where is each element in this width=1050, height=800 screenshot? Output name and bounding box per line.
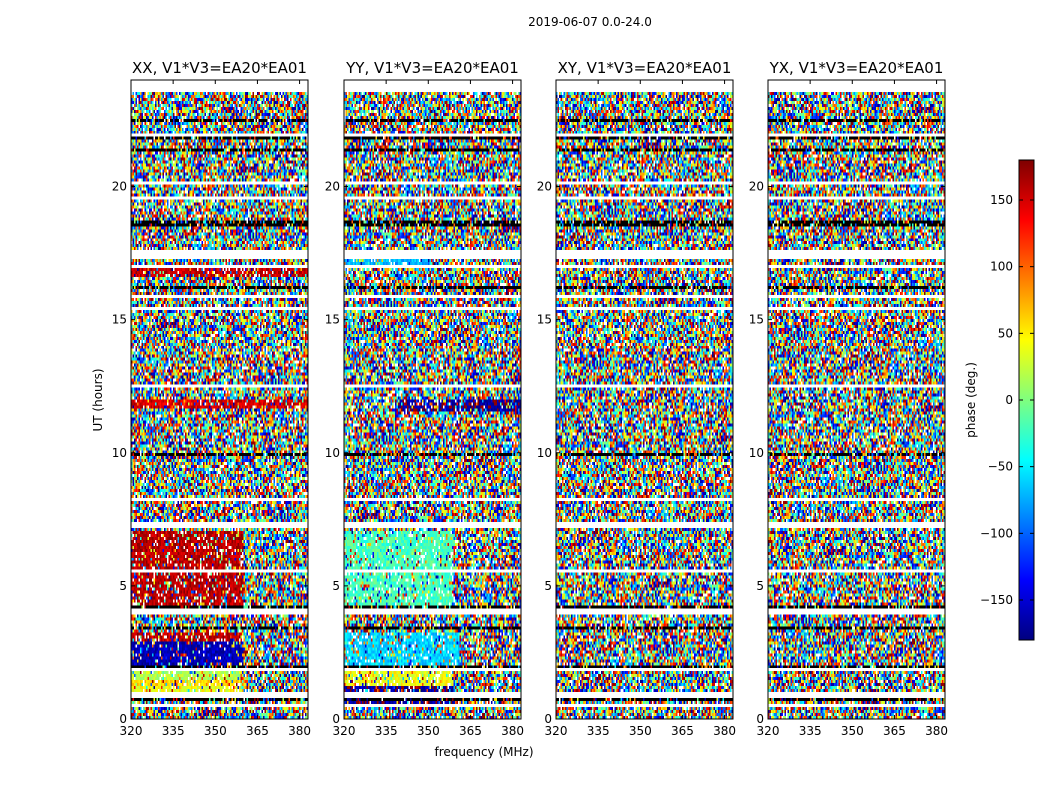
y-tick-label: 10 — [325, 446, 340, 460]
y-tick-label: 5 — [119, 579, 127, 593]
x-tick-label: 320 — [333, 724, 356, 738]
y-tick-label: 0 — [544, 712, 552, 726]
y-tick-label: 10 — [112, 446, 127, 460]
y-tick-label: 5 — [332, 579, 340, 593]
panel-3: YX, V1*V3=EA20*EA01 320 335 350 365 380 0 5 10 15… — [749, 59, 948, 738]
colorbar-tick-label: −50 — [988, 460, 1013, 474]
panel-1-heatmap — [344, 80, 521, 719]
panel-2: XY, V1*V3=EA20*EA01 320 335 350 365 380 0 5 10 15… — [537, 59, 736, 738]
y-tick-label: 15 — [749, 313, 764, 327]
panel-2-frame — [555, 79, 734, 720]
y-tick-label: 15 — [537, 313, 552, 327]
y-axis-label: UT (hours) — [91, 368, 105, 431]
x-tick-label: 350 — [841, 724, 864, 738]
x-tick-label: 335 — [162, 724, 185, 738]
x-tick-label: 335 — [587, 724, 610, 738]
panel-0-title: XX, V1*V3=EA20*EA01 — [132, 59, 307, 77]
panel-1-title: YY, V1*V3=EA20*EA01 — [345, 59, 519, 77]
panel-0-heatmap — [131, 80, 308, 719]
x-tick-label: 380 — [501, 724, 524, 738]
panel-3-frame — [767, 79, 946, 720]
y-tick-label: 15 — [112, 313, 127, 327]
x-tick-label: 350 — [204, 724, 227, 738]
x-tick-label: 365 — [459, 724, 482, 738]
x-tick-label: 320 — [120, 724, 143, 738]
y-tick-label: 0 — [119, 712, 127, 726]
panel-0-frame — [130, 79, 309, 720]
y-tick-label: 20 — [537, 180, 552, 194]
y-tick-label: 20 — [325, 180, 340, 194]
figure-title: 2019-06-07 0.0-24.0 — [528, 15, 652, 29]
colorbar-tick-label: 0 — [1005, 393, 1013, 407]
panels: XX, V1*V3=EA20*EA01 320 335 350 365 380 0 5 10 15… — [112, 59, 948, 738]
x-axis-label: frequency (MHz) — [434, 745, 533, 759]
y-tick-label: 20 — [112, 180, 127, 194]
x-tick-label: 335 — [375, 724, 398, 738]
y-tick-label: 5 — [756, 579, 764, 593]
colorbar-tick-label: 150 — [990, 193, 1013, 207]
panel-2-title: XY, V1*V3=EA20*EA01 — [558, 59, 732, 77]
x-tick-label: 380 — [713, 724, 736, 738]
colorbar: 150 100 50 0 −50 −100 −150 phase (deg.) — [964, 159, 1035, 641]
y-tick-label: 10 — [537, 446, 552, 460]
x-tick-label: 350 — [629, 724, 652, 738]
panel-2-heatmap — [556, 80, 733, 719]
y-tick-label: 15 — [325, 313, 340, 327]
x-tick-label: 335 — [799, 724, 822, 738]
y-tick-label: 0 — [756, 712, 764, 726]
panel-3-title: YX, V1*V3=EA20*EA01 — [769, 59, 944, 77]
panel-1-frame — [343, 79, 522, 720]
x-tick-label: 365 — [883, 724, 906, 738]
x-tick-label: 320 — [545, 724, 568, 738]
x-tick-label: 365 — [246, 724, 269, 738]
panel-1: YY, V1*V3=EA20*EA01 320 335 350 365 380 0 5 10 15… — [325, 59, 524, 738]
y-tick-label: 5 — [544, 579, 552, 593]
x-tick-label: 380 — [288, 724, 311, 738]
colorbar-tick-label: 50 — [998, 326, 1013, 340]
x-tick-label: 380 — [925, 724, 948, 738]
x-tick-label: 350 — [417, 724, 440, 738]
y-tick-label: 0 — [332, 712, 340, 726]
panel-3-heatmap — [768, 80, 945, 719]
x-tick-label: 365 — [671, 724, 694, 738]
colorbar-label: phase (deg.) — [964, 362, 978, 438]
x-tick-label: 320 — [757, 724, 780, 738]
y-tick-label: 10 — [749, 446, 764, 460]
y-tick-label: 20 — [749, 180, 764, 194]
colorbar-ticks: 150 100 50 0 −50 −100 −150 — [980, 193, 1034, 607]
colorbar-tick-label: −150 — [980, 593, 1013, 607]
colorbar-tick-label: −100 — [980, 526, 1013, 540]
colorbar-tick-label: 100 — [990, 260, 1013, 274]
panel-0: XX, V1*V3=EA20*EA01 320 335 350 365 380 0 5 10 15… — [112, 59, 311, 738]
